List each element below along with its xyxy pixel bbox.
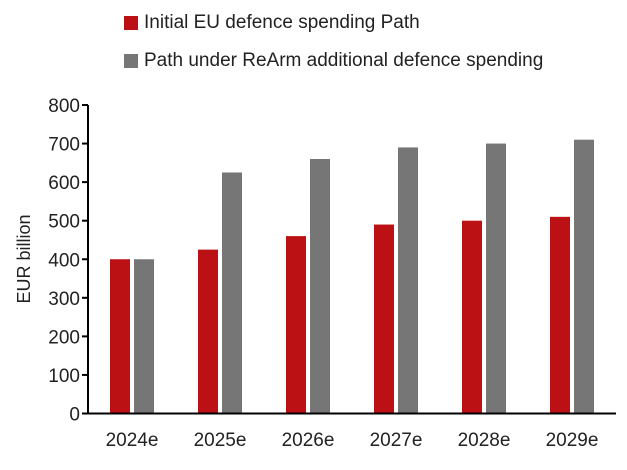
x-tick-label: 2027e [370,430,423,451]
x-tick-label: 2029e [546,430,599,451]
y-tick-label: 700 [48,135,80,156]
y-tick-label: 200 [48,327,80,348]
legend-item-rearm: Path under ReArm additional defence spen… [124,42,543,80]
y-tick-label: 600 [48,173,80,194]
y-tick-label: 300 [48,289,80,310]
legend: Initial EU defence spending Path Path un… [124,4,543,80]
bar-initial-2024e [110,259,130,414]
bar-rearm-2028e [486,143,506,414]
bar-initial-2028e [462,220,482,414]
x-tick-label: 2026e [282,430,335,451]
bar-rearm-2024e [134,259,154,414]
x-tick-label: 2024e [106,430,159,451]
legend-item-initial: Initial EU defence spending Path [124,4,543,42]
y-tick-label: 100 [48,366,80,387]
legend-label-rearm: Path under ReArm additional defence spen… [144,50,544,71]
bar-initial-2025e [198,249,218,414]
y-axis-title: EUR billion [14,214,34,303]
bar-rearm-2026e [310,158,330,414]
legend-label-initial: Initial EU defence spending Path [144,12,420,33]
legend-swatch-initial [124,16,138,30]
x-tick-label: 2025e [194,430,247,451]
bar-rearm-2029e [574,139,594,414]
y-tick-label: 0 [69,405,80,426]
y-tick-label: 800 [48,96,80,117]
bar-initial-2029e [550,216,570,414]
legend-swatch-rearm [124,54,138,68]
bar-rearm-2027e [398,147,418,414]
bar-initial-2026e [286,236,306,414]
y-tick-label: 500 [48,212,80,233]
bar-initial-2027e [374,224,394,414]
y-tick-label: 400 [48,250,80,271]
x-tick-label: 2028e [458,430,511,451]
bar-rearm-2025e [222,172,242,414]
